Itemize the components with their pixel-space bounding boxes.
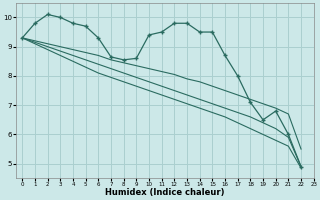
X-axis label: Humidex (Indice chaleur): Humidex (Indice chaleur) — [105, 188, 225, 197]
